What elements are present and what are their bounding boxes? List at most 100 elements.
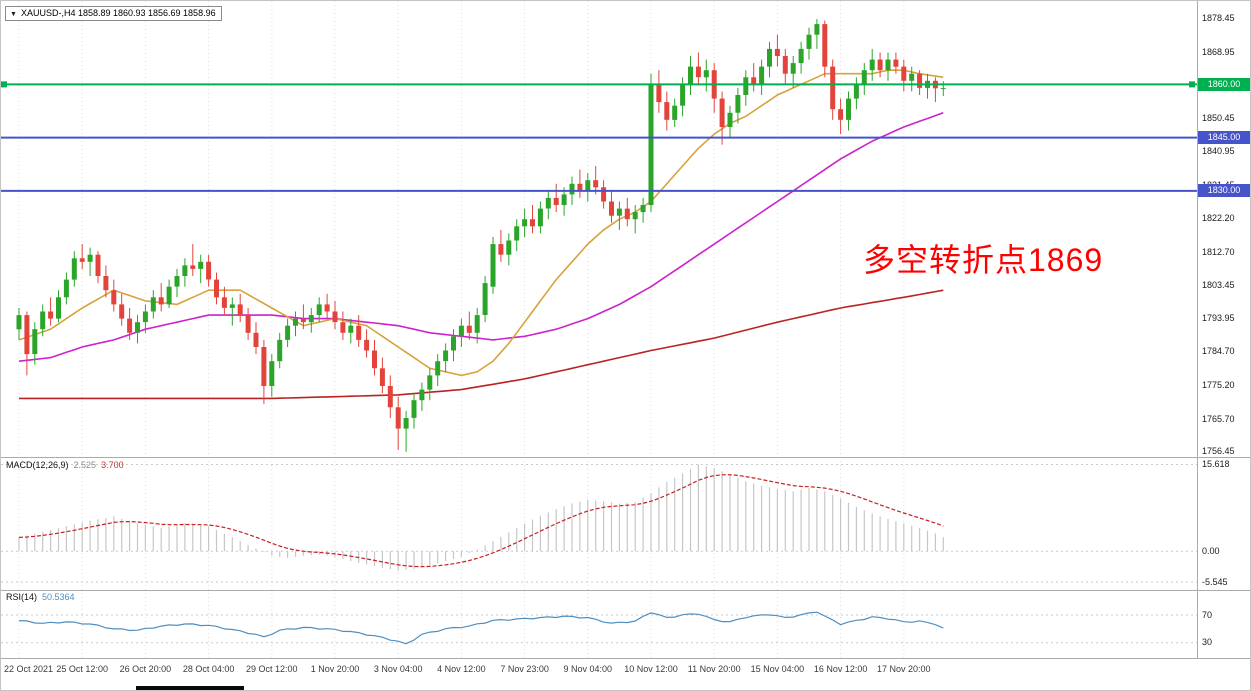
candle-body: [877, 59, 883, 71]
macd-value-signal: 3.700: [101, 460, 124, 470]
candle-body: [830, 66, 836, 110]
candle-body: [229, 304, 235, 308]
candle-body: [379, 368, 385, 386]
candle-body: [498, 244, 504, 255]
candle-body: [719, 98, 725, 127]
candle-body: [609, 201, 614, 216]
time-axis-label: 1 Nov 20:00: [310, 664, 360, 674]
candle-body: [632, 212, 638, 220]
candle-body: [111, 290, 117, 305]
time-axis-label: 9 Nov 04:00: [563, 664, 613, 674]
pane-divider-rsi[interactable]: [1, 590, 1250, 591]
candle-body: [411, 400, 417, 418]
candle-body: [206, 261, 212, 280]
price-axis-label: 1812.70: [1202, 246, 1235, 257]
candle-body: [814, 24, 820, 35]
candle-body: [253, 332, 259, 347]
macd-value-main: 2.525: [73, 460, 97, 470]
price-axis-label: 1850.45: [1202, 112, 1235, 123]
time-axis-label: 26 Oct 20:00: [119, 664, 172, 674]
candle-body: [364, 339, 370, 351]
candle-body: [443, 350, 449, 362]
candle-body: [332, 311, 338, 323]
candle-body: [32, 329, 38, 354]
candle-body: [24, 315, 30, 355]
candle-body: [300, 318, 306, 323]
price-axis-label: 1793.95: [1202, 313, 1235, 324]
candle-body: [372, 350, 377, 369]
candle-body: [861, 70, 867, 85]
candle-body: [577, 183, 583, 191]
candle-body: [435, 361, 441, 376]
candle-body: [395, 407, 401, 429]
candle-body: [885, 59, 891, 71]
macd-signal-line: [18, 474, 944, 568]
chart-canvas[interactable]: [1, 1, 1251, 658]
candle-body: [664, 102, 670, 120]
candle-body: [427, 375, 433, 390]
candle-body: [838, 109, 844, 120]
rsi-axis-label: 30: [1202, 637, 1213, 648]
candle-body: [127, 318, 133, 333]
candle-body: [166, 286, 172, 305]
candle-body: [790, 63, 796, 74]
candle-body: [688, 66, 693, 85]
candle-body: [901, 66, 907, 81]
candle-body: [158, 297, 164, 305]
candle-body: [593, 180, 599, 188]
chart-dropdown-icon[interactable]: ▼: [10, 11, 17, 18]
candle-body: [198, 261, 204, 269]
candle-body: [277, 339, 283, 362]
candle-body: [869, 59, 875, 71]
rsi-axis-label: 70: [1202, 609, 1213, 620]
candle-body: [537, 208, 543, 227]
candle-body: [751, 77, 757, 85]
pane-divider-timeaxis: [1, 658, 1250, 659]
macd-name: MACD(12,26,9): [6, 460, 69, 470]
candle-body: [119, 304, 125, 319]
time-axis-label: 22 Oct 2021: [4, 664, 54, 674]
candle-body: [798, 48, 804, 64]
candle-body: [490, 244, 496, 287]
candle-body: [340, 322, 346, 333]
macd-axis-label: 0.00: [1202, 545, 1220, 556]
macd-indicator-label: MACD(12,26,9) 2.525 3.700: [6, 460, 124, 470]
time-axis-label: 3 Nov 04:00: [373, 664, 423, 674]
price-axis-separator: [1197, 1, 1198, 658]
candle-body: [561, 194, 567, 205]
time-axis-label: 29 Oct 12:00: [246, 664, 298, 674]
candle-body: [743, 77, 749, 95]
symbol-ohlc-text: XAUUSD-,H4 1858.89 1860.93 1856.69 1858.…: [20, 8, 216, 18]
candle-body: [419, 389, 425, 401]
candle-body: [285, 325, 291, 340]
candle-body: [403, 418, 409, 429]
time-axis-label: 10 Nov 12:00: [624, 664, 678, 674]
candle-body: [245, 315, 251, 333]
candle-body: [293, 318, 298, 326]
candle-body: [806, 34, 812, 49]
candle-body: [174, 276, 180, 287]
price-badge-1830.00: 1830.00: [1198, 184, 1250, 198]
pane-divider-macd[interactable]: [1, 457, 1250, 458]
candle-body: [601, 187, 607, 202]
line-endpoint-right[interactable]: [1189, 81, 1195, 88]
candle-body: [506, 240, 512, 255]
time-axis-label: 15 Nov 04:00: [750, 664, 805, 674]
ma_mid-line: [18, 112, 944, 362]
line-endpoint-left[interactable]: [1, 81, 7, 88]
candle-body: [458, 325, 464, 337]
price-badge-1860.00: 1860.00: [1198, 77, 1250, 91]
candle-body: [261, 347, 267, 386]
price-badge-1845.00: 1845.00: [1198, 131, 1250, 145]
candle-body: [822, 24, 828, 67]
candle-body: [103, 276, 109, 291]
candle-body: [135, 322, 140, 333]
time-axis-label: 4 Nov 12:00: [437, 664, 486, 674]
time-axis-label: 7 Nov 23:00: [500, 664, 549, 674]
time-axis-label: 25 Oct 12:00: [56, 664, 108, 674]
time-axis-label: 16 Nov 12:00: [813, 664, 868, 674]
candle-body: [940, 88, 946, 90]
candle-body: [387, 386, 393, 408]
rsi-line: [18, 611, 944, 645]
